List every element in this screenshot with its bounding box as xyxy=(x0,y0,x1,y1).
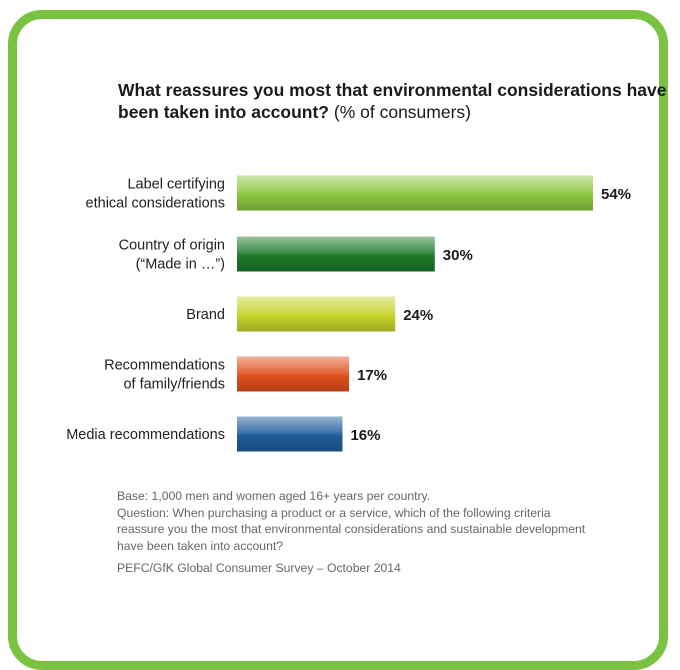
bar xyxy=(237,175,593,211)
chart-title: What reassures you most that environment… xyxy=(118,79,678,123)
bar xyxy=(237,356,350,392)
bar xyxy=(237,236,435,272)
source-note: PEFC/GfK Global Consumer Survey – Octobe… xyxy=(117,561,401,575)
value-label: 16% xyxy=(350,427,380,444)
category-label: Label certifying ethical considerations xyxy=(86,177,225,212)
value-label: 30% xyxy=(443,247,473,264)
bar-chart: 54% Label certifying ethical consideration… xyxy=(66,175,631,452)
chart-card xyxy=(8,10,668,670)
chart-title-main: What reassures you most that environment… xyxy=(118,80,667,122)
category-label: Recommendations of family/friends xyxy=(104,358,225,393)
category-label: Media recommendations xyxy=(66,427,225,443)
chart-subtitle: (% of consumers) xyxy=(333,102,471,122)
chart-notes: Base: 1,000 men and women aged 16+ years… xyxy=(117,488,597,577)
value-label: 24% xyxy=(403,307,433,324)
base-note: Base: 1,000 men and women aged 16+ years… xyxy=(117,489,431,503)
bar xyxy=(237,416,343,452)
value-label: 17% xyxy=(357,367,387,384)
value-label: 54% xyxy=(601,186,631,203)
question-note: Question: When purchasing a product or a… xyxy=(117,505,586,553)
category-label: Country of origin (“Made in …”) xyxy=(119,238,225,273)
category-label: Brand xyxy=(186,307,225,323)
bar xyxy=(237,296,396,332)
